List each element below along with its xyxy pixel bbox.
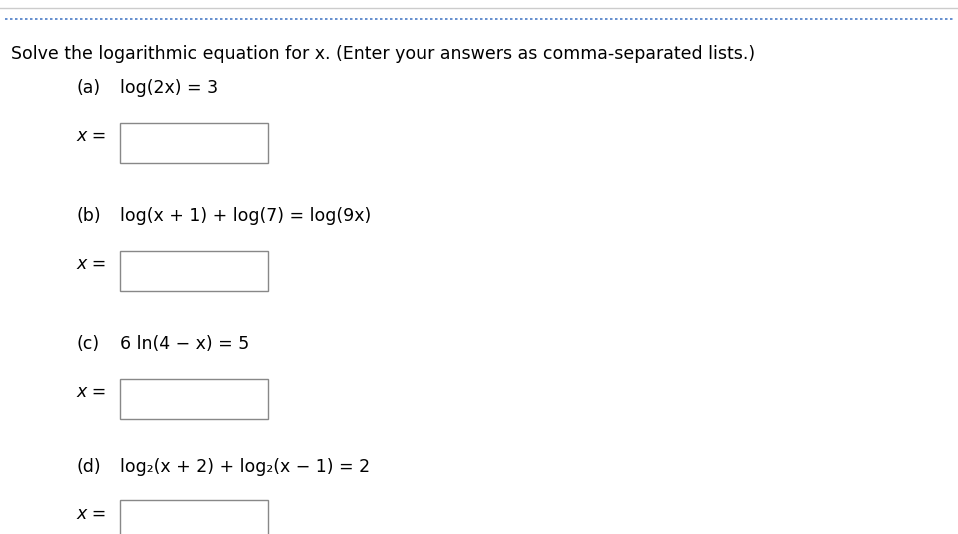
Text: (a): (a) xyxy=(77,79,101,97)
FancyBboxPatch shape xyxy=(120,379,268,419)
Text: x =: x = xyxy=(77,505,107,523)
Text: log(x + 1) + log(7) = log(9x): log(x + 1) + log(7) = log(9x) xyxy=(120,207,371,225)
Text: log(2x) = 3: log(2x) = 3 xyxy=(120,79,217,97)
Text: x =: x = xyxy=(77,255,107,273)
Text: (b): (b) xyxy=(77,207,102,225)
Text: (c): (c) xyxy=(77,335,100,354)
FancyBboxPatch shape xyxy=(120,251,268,291)
Text: Solve the logarithmic equation for x. (Enter your answers as comma-separated lis: Solve the logarithmic equation for x. (E… xyxy=(11,45,756,64)
Text: (d): (d) xyxy=(77,458,102,476)
FancyBboxPatch shape xyxy=(120,500,268,534)
FancyBboxPatch shape xyxy=(120,123,268,163)
Text: 6 ln(4 − x) = 5: 6 ln(4 − x) = 5 xyxy=(120,335,249,354)
Text: x =: x = xyxy=(77,383,107,402)
Text: x =: x = xyxy=(77,127,107,145)
Text: log₂(x + 2) + log₂(x − 1) = 2: log₂(x + 2) + log₂(x − 1) = 2 xyxy=(120,458,370,476)
